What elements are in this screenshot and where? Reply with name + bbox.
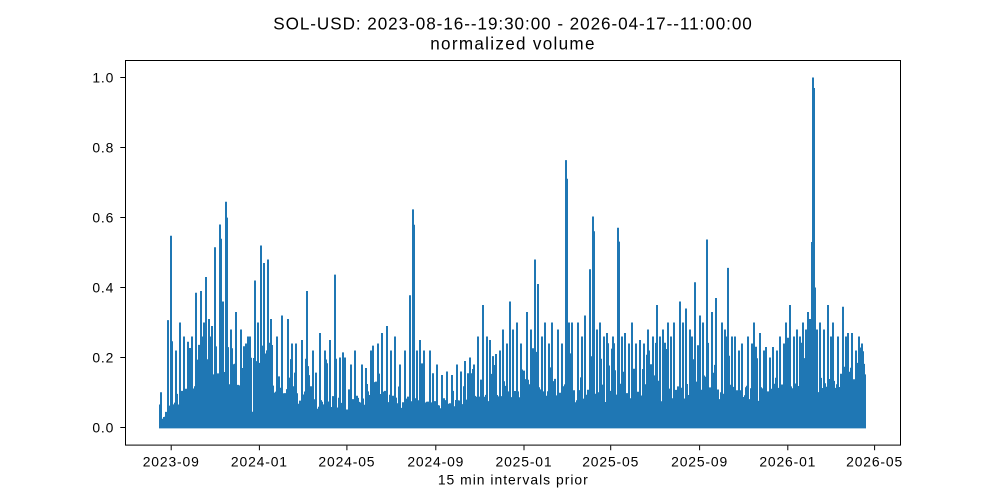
svg-text:2025-01: 2025-01 — [496, 454, 553, 470]
svg-text:2024-01: 2024-01 — [231, 454, 288, 470]
svg-text:1.0: 1.0 — [92, 70, 114, 86]
svg-text:normalized volume: normalized volume — [430, 34, 596, 53]
svg-text:0.6: 0.6 — [92, 210, 114, 226]
svg-text:0.2: 0.2 — [92, 350, 114, 366]
svg-text:2024-09: 2024-09 — [407, 454, 464, 470]
svg-text:2025-05: 2025-05 — [582, 454, 639, 470]
svg-text:2024-05: 2024-05 — [318, 454, 375, 470]
svg-text:2023-09: 2023-09 — [143, 454, 200, 470]
svg-text:15 min intervals prior: 15 min intervals prior — [438, 471, 589, 487]
svg-text:SOL-USD: 2023-08-16--19:30:00: SOL-USD: 2023-08-16--19:30:00 - 2026-04-… — [273, 14, 753, 33]
svg-text:2026-01: 2026-01 — [759, 454, 816, 470]
svg-text:2026-05: 2026-05 — [846, 454, 903, 470]
svg-text:0.4: 0.4 — [92, 280, 114, 296]
svg-text:0.8: 0.8 — [92, 140, 114, 156]
svg-text:0.0: 0.0 — [92, 420, 114, 436]
svg-text:2025-09: 2025-09 — [671, 454, 728, 470]
